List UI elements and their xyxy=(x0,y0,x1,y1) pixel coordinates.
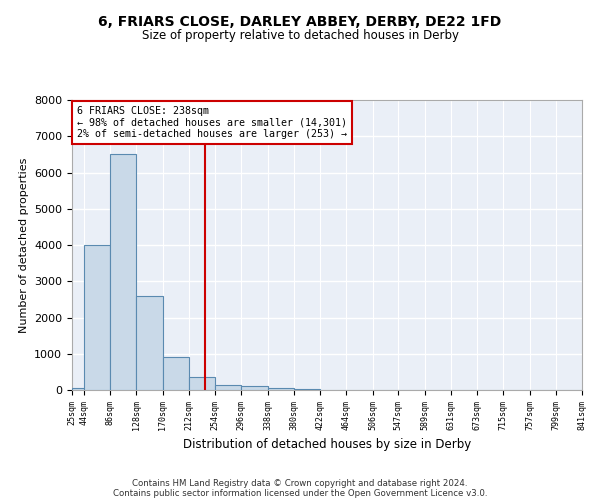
Bar xyxy=(72,388,84,390)
Y-axis label: Number of detached properties: Number of detached properties xyxy=(19,158,29,332)
Bar xyxy=(163,358,189,390)
Text: Contains public sector information licensed under the Open Government Licence v3: Contains public sector information licen… xyxy=(113,488,487,498)
Bar xyxy=(215,384,241,390)
Text: Contains HM Land Registry data © Crown copyright and database right 2024.: Contains HM Land Registry data © Crown c… xyxy=(132,478,468,488)
Text: Size of property relative to detached houses in Derby: Size of property relative to detached ho… xyxy=(142,28,458,42)
X-axis label: Distribution of detached houses by size in Derby: Distribution of detached houses by size … xyxy=(183,438,471,451)
Bar xyxy=(84,245,110,390)
Bar xyxy=(110,154,136,390)
Text: 6, FRIARS CLOSE, DARLEY ABBEY, DERBY, DE22 1FD: 6, FRIARS CLOSE, DARLEY ABBEY, DERBY, DE… xyxy=(98,16,502,30)
Bar xyxy=(189,378,215,390)
Bar xyxy=(136,296,163,390)
Bar xyxy=(241,386,268,390)
Bar xyxy=(268,388,294,390)
Text: 6 FRIARS CLOSE: 238sqm
← 98% of detached houses are smaller (14,301)
2% of semi-: 6 FRIARS CLOSE: 238sqm ← 98% of detached… xyxy=(77,106,347,139)
